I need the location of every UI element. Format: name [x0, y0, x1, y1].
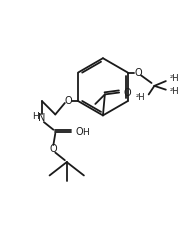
Text: O: O	[50, 144, 57, 154]
Text: H: H	[82, 128, 89, 137]
Text: ²H: ²H	[170, 74, 179, 83]
Text: O: O	[134, 67, 142, 78]
Text: O: O	[75, 127, 83, 137]
Text: ²H: ²H	[170, 87, 179, 96]
Text: O: O	[65, 96, 72, 106]
Text: H: H	[32, 112, 39, 121]
Text: N: N	[38, 113, 46, 123]
Text: O: O	[124, 87, 132, 98]
Text: ²H: ²H	[135, 93, 145, 102]
